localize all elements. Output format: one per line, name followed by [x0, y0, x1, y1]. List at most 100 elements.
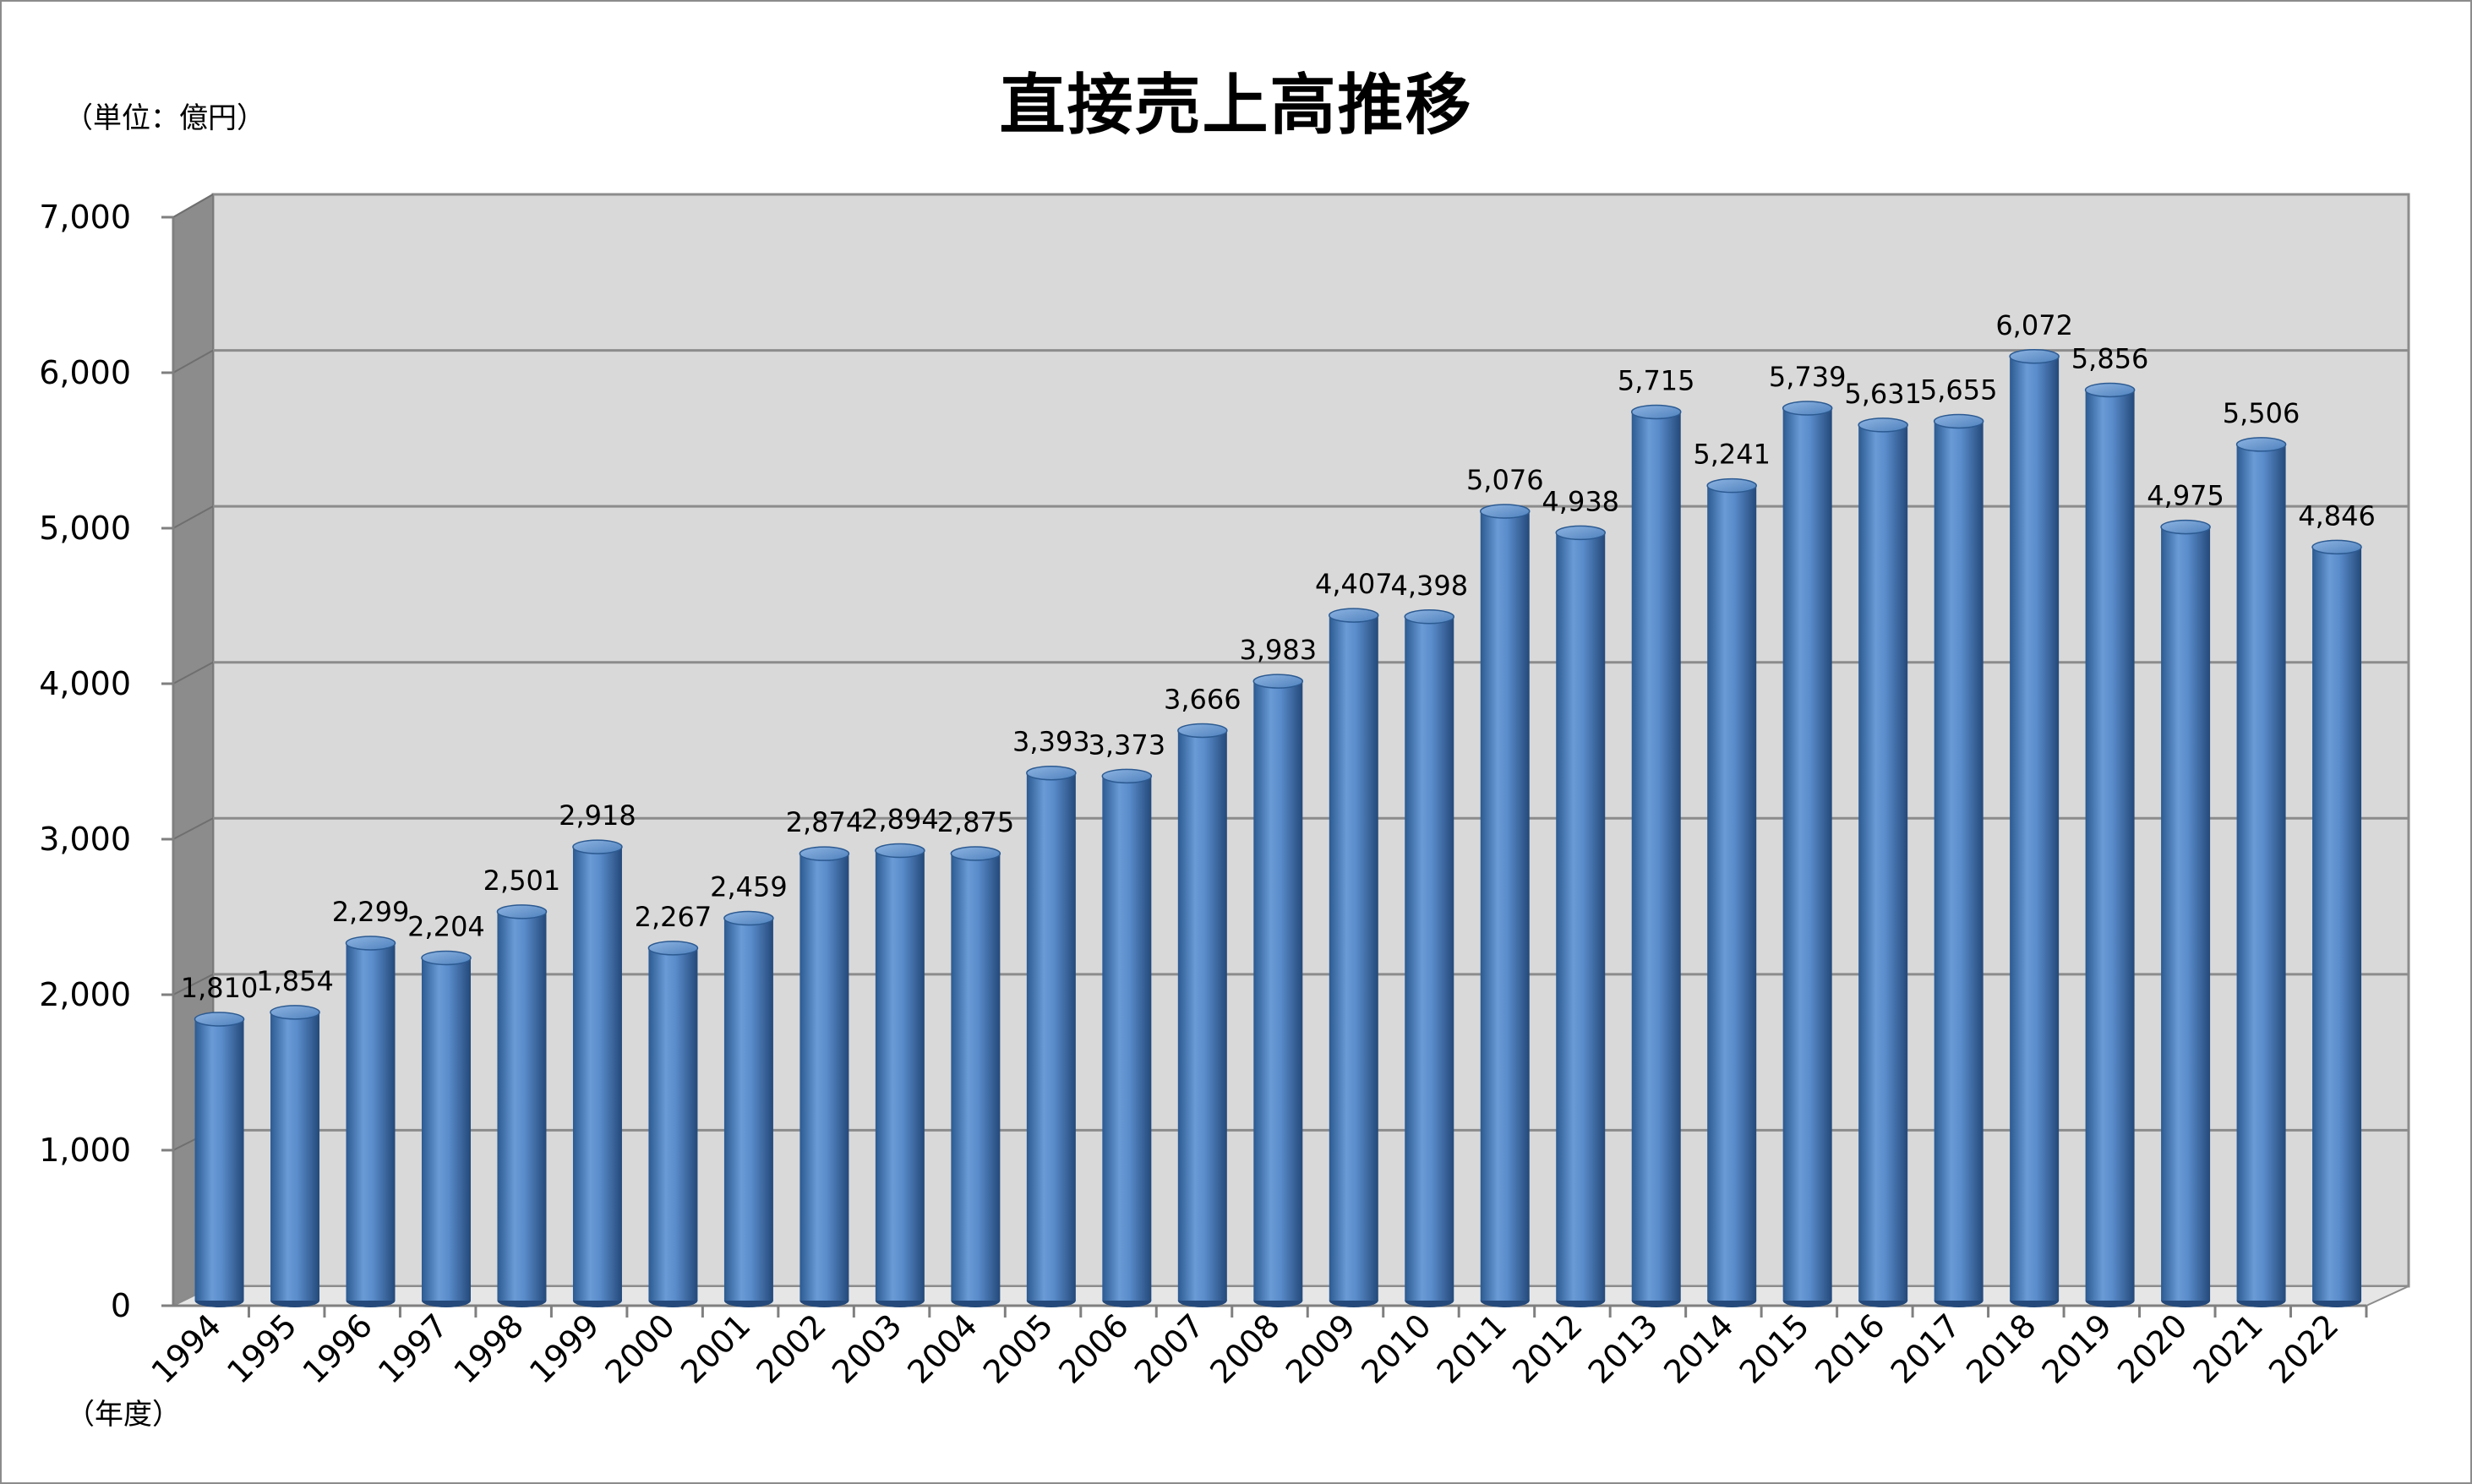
bar — [799, 846, 850, 1307]
x-tick-label: 2002 — [749, 1307, 833, 1391]
data-label: 3,983 — [1239, 634, 1317, 666]
data-label: 2,875 — [937, 806, 1015, 838]
x-tick-label: 2013 — [1581, 1307, 1666, 1391]
bars — [194, 349, 2362, 1307]
x-tick-label: 2003 — [825, 1307, 909, 1391]
bar-body — [270, 1012, 320, 1301]
bar-body — [2161, 526, 2211, 1301]
bar — [2009, 349, 2060, 1307]
bar-cap — [1555, 525, 1606, 541]
y-tick-label: 2,000 — [39, 976, 131, 1013]
x-tick-label: 1995 — [220, 1307, 304, 1391]
bar — [1555, 525, 1606, 1307]
data-label: 5,076 — [1466, 464, 1544, 496]
bar-cap — [345, 936, 396, 951]
y-tick-label: 7,000 — [39, 199, 131, 236]
y-axis-ticks: 0 1,000 2,000 3,000 4,000 5,000 6,000 7,000 — [39, 199, 173, 1324]
x-tick-label: 2000 — [598, 1307, 682, 1391]
y-tick-label: 0 — [111, 1287, 131, 1324]
bar — [1933, 413, 1984, 1307]
bar-body — [2085, 390, 2135, 1301]
bar-cap — [2311, 539, 2362, 555]
bar-body — [2010, 356, 2060, 1301]
x-tick-label: 2020 — [2110, 1307, 2195, 1391]
bar-cap — [950, 846, 1001, 861]
bar-body — [1480, 511, 1530, 1301]
data-label: 2,894 — [861, 804, 939, 836]
bar-body — [572, 847, 622, 1301]
bar-body — [1405, 616, 1454, 1301]
bar-body — [648, 947, 698, 1301]
x-unit-label: （年度） — [66, 1398, 181, 1432]
bar-body — [723, 918, 773, 1301]
x-tick-label: 2008 — [1203, 1307, 1287, 1391]
x-tick-label: 2001 — [674, 1307, 758, 1391]
bar-cap — [2160, 519, 2211, 535]
x-tick-label: 2009 — [1279, 1307, 1363, 1391]
bar — [572, 839, 623, 1307]
bar — [496, 904, 548, 1307]
data-label: 2,267 — [635, 901, 712, 933]
bar-body — [1026, 772, 1076, 1301]
bar-cap — [2084, 382, 2136, 398]
bar-cap — [1404, 609, 1455, 625]
data-label: 2,874 — [786, 806, 864, 838]
bar — [2160, 519, 2211, 1307]
data-label: 3,666 — [1164, 683, 1241, 715]
bar-cap — [1026, 765, 1077, 781]
data-label: 5,856 — [2071, 342, 2149, 374]
bar-cap — [2009, 349, 2060, 364]
bar-cap — [799, 846, 850, 861]
bar-cap — [1933, 413, 1984, 429]
x-tick-label: 2019 — [2035, 1307, 2120, 1391]
bar-body — [951, 854, 1001, 1301]
gridline-side — [172, 194, 214, 218]
bar-cap — [194, 1012, 245, 1027]
bar-body — [1253, 681, 1303, 1301]
y-unit-label: （単位：億円） — [64, 101, 265, 135]
bar-cap — [1177, 723, 1228, 739]
x-tick-label: 2017 — [1884, 1307, 1968, 1391]
bar — [1782, 401, 1833, 1307]
x-tick-label: 2021 — [2186, 1307, 2271, 1391]
bar-body — [2312, 547, 2362, 1301]
bar-body — [421, 958, 471, 1301]
bar — [1252, 674, 1304, 1307]
data-label: 2,501 — [483, 865, 561, 897]
bar-body — [194, 1018, 244, 1301]
gridline-side — [172, 817, 214, 840]
y-tick-label: 3,000 — [39, 821, 131, 858]
bar-body — [1177, 730, 1227, 1301]
bar-cap — [270, 1005, 320, 1020]
data-label: 4,398 — [1390, 570, 1468, 602]
bar-body — [1329, 615, 1378, 1301]
x-tick-label: 2005 — [976, 1307, 1061, 1391]
bar-cap — [875, 843, 925, 859]
x-tick-label: 2022 — [2262, 1307, 2346, 1391]
data-label: 4,975 — [2147, 480, 2224, 512]
bar-cap — [572, 839, 623, 854]
bar — [1706, 477, 1757, 1307]
bar — [421, 950, 472, 1307]
data-label: 5,655 — [1920, 374, 1998, 406]
bar-body — [1782, 408, 1832, 1301]
data-label: 2,918 — [559, 799, 636, 832]
bar — [2311, 539, 2362, 1307]
x-tick-label: 2004 — [900, 1307, 985, 1391]
gridline-side — [172, 505, 214, 529]
data-label: 4,938 — [1542, 485, 1619, 517]
gridline-side — [172, 661, 214, 685]
bar — [2084, 382, 2136, 1307]
data-label: 3,373 — [1089, 728, 1166, 761]
bar — [1404, 609, 1455, 1307]
bar — [647, 941, 699, 1307]
data-label: 5,739 — [1769, 361, 1847, 393]
x-tick-label: 2016 — [1808, 1307, 1892, 1391]
bar-body — [1707, 485, 1757, 1301]
bar — [1101, 768, 1153, 1307]
x-tick-label: 2018 — [1959, 1307, 2044, 1391]
bar-cap — [1782, 401, 1833, 416]
bar-body — [1631, 412, 1681, 1301]
bar-cap — [1858, 417, 1908, 433]
x-tick-label: 2015 — [1733, 1307, 1817, 1391]
